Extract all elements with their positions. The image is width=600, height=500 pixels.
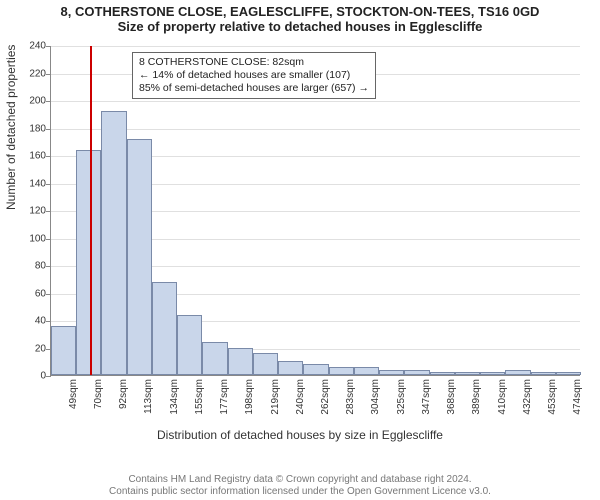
x-axis-label: Distribution of detached houses by size … <box>0 428 600 442</box>
ytick-mark <box>46 156 51 157</box>
xtick-label: 219sqm <box>270 379 281 415</box>
ytick-mark <box>46 74 51 75</box>
xtick-label: 474sqm <box>572 379 583 415</box>
xtick-label: 240sqm <box>295 379 306 415</box>
ytick-mark <box>46 184 51 185</box>
xtick-label: 113sqm <box>143 379 154 414</box>
histogram-bar <box>177 315 202 376</box>
xtick-label: 177sqm <box>219 379 230 415</box>
histogram-bar <box>455 372 480 375</box>
histogram-bar <box>505 370 530 376</box>
histogram-bar <box>430 372 455 375</box>
xtick-label: 155sqm <box>194 379 205 415</box>
ytick-label: 80 <box>16 261 46 272</box>
xtick-label: 304sqm <box>370 379 381 415</box>
title-line-2: Size of property relative to detached ho… <box>0 19 600 38</box>
footer-line-1: Contains HM Land Registry data © Crown c… <box>0 474 600 486</box>
ytick-label: 40 <box>16 316 46 327</box>
gridline <box>51 129 580 130</box>
info-box: 8 COTHERSTONE CLOSE: 82sqm ← 14% of deta… <box>132 52 376 99</box>
histogram-bar <box>152 282 177 376</box>
footer-attribution: Contains HM Land Registry data © Crown c… <box>0 474 600 498</box>
ytick-label: 200 <box>16 96 46 107</box>
histogram-bar <box>202 342 227 375</box>
ytick-label: 60 <box>16 288 46 299</box>
histogram-bar <box>531 372 556 375</box>
ytick-mark <box>46 239 51 240</box>
info-line-3: 85% of semi-detached houses are larger (… <box>139 82 369 95</box>
histogram-bar <box>51 326 76 376</box>
ytick-label: 160 <box>16 151 46 162</box>
histogram-chart: 02040608010012014016018020022024049sqm70… <box>50 46 580 376</box>
xtick-label: 134sqm <box>169 379 180 415</box>
ytick-mark <box>46 101 51 102</box>
histogram-bar <box>404 370 429 376</box>
ytick-label: 20 <box>16 343 46 354</box>
info-line-2: ← 14% of detached houses are smaller (10… <box>139 69 369 82</box>
highlight-band <box>90 46 92 375</box>
footer-line-2: Contains public sector information licen… <box>0 486 600 498</box>
histogram-bar <box>253 353 278 375</box>
xtick-label: 49sqm <box>68 379 79 409</box>
info-line-1: 8 COTHERSTONE CLOSE: 82sqm <box>139 56 369 69</box>
title-line-1: 8, COTHERSTONE CLOSE, EAGLESCLIFFE, STOC… <box>0 0 600 19</box>
ytick-mark <box>46 321 51 322</box>
histogram-bar <box>556 372 581 375</box>
xtick-label: 453sqm <box>547 379 558 415</box>
ytick-mark <box>46 266 51 267</box>
ytick-label: 240 <box>16 41 46 52</box>
histogram-bar <box>329 367 354 375</box>
ytick-mark <box>46 46 51 47</box>
histogram-bar <box>354 367 379 375</box>
xtick-label: 283sqm <box>345 379 356 415</box>
histogram-bar <box>228 348 253 376</box>
xtick-label: 262sqm <box>320 379 331 415</box>
gridline <box>51 101 580 102</box>
ytick-label: 220 <box>16 68 46 79</box>
histogram-bar <box>127 139 152 376</box>
xtick-label: 389sqm <box>471 379 482 415</box>
histogram-bar <box>303 364 328 375</box>
ytick-mark <box>46 376 51 377</box>
histogram-bar <box>278 361 303 375</box>
ytick-label: 120 <box>16 206 46 217</box>
ytick-label: 100 <box>16 233 46 244</box>
xtick-label: 198sqm <box>244 379 255 415</box>
ytick-mark <box>46 294 51 295</box>
xtick-label: 432sqm <box>522 379 533 415</box>
ytick-mark <box>46 129 51 130</box>
gridline <box>51 46 580 47</box>
ytick-label: 140 <box>16 178 46 189</box>
xtick-label: 92sqm <box>118 379 129 409</box>
xtick-label: 368sqm <box>446 379 457 415</box>
ytick-mark <box>46 211 51 212</box>
xtick-label: 347sqm <box>421 379 432 415</box>
xtick-label: 70sqm <box>93 379 104 409</box>
ytick-label: 0 <box>16 371 46 382</box>
histogram-bar <box>76 150 101 376</box>
xtick-label: 410sqm <box>497 379 508 415</box>
histogram-bar <box>480 372 505 375</box>
histogram-bar <box>379 370 404 376</box>
xtick-label: 325sqm <box>396 379 407 415</box>
histogram-bar <box>101 111 126 375</box>
ytick-label: 180 <box>16 123 46 134</box>
